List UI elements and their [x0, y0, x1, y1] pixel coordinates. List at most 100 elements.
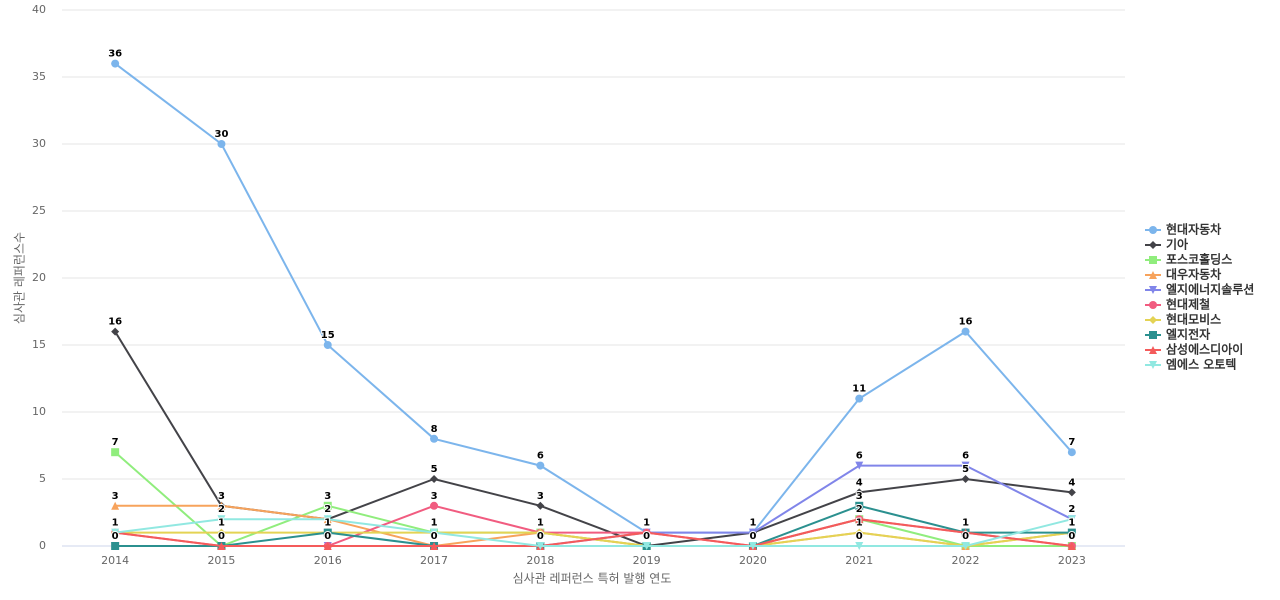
- marker: [1067, 515, 1076, 524]
- series-line: [115, 518, 1072, 548]
- marker: [217, 140, 226, 148]
- data-label: 3: [856, 491, 863, 502]
- data-label: 0: [962, 531, 969, 542]
- data-label: 15: [321, 330, 335, 341]
- data-label: 36: [108, 49, 122, 60]
- data-label: 1: [112, 518, 119, 529]
- marker: [323, 341, 332, 349]
- marker: [217, 501, 226, 510]
- data-label: 5: [962, 464, 969, 475]
- data-label: 2: [218, 504, 225, 515]
- data-label: 2: [856, 504, 863, 515]
- x-tick-label: 2017: [420, 554, 448, 567]
- data-label: 1: [324, 518, 331, 529]
- data-label: 0: [431, 531, 438, 542]
- legend-label: 삼성에스디아이: [1166, 342, 1243, 357]
- series-line: [114, 62, 1073, 534]
- marker: [748, 542, 757, 550]
- marker: [430, 475, 439, 483]
- marker: [1149, 346, 1157, 354]
- marker: [642, 542, 651, 550]
- marker: [1067, 528, 1076, 537]
- y-tick-label: 20: [32, 271, 46, 284]
- data-label: 3: [324, 491, 331, 502]
- marker: [430, 434, 439, 443]
- data-label: 1: [431, 518, 438, 529]
- marker: [111, 501, 120, 510]
- data-label: 0: [324, 531, 331, 542]
- marker: [855, 542, 864, 550]
- data-label: 6: [962, 451, 969, 462]
- y-tick-label: 5: [39, 472, 46, 485]
- marker: [536, 542, 545, 550]
- data-label: 4: [856, 477, 863, 488]
- y-tick-label: 40: [32, 3, 46, 16]
- data-label: 0: [112, 531, 119, 542]
- x-tick-label: 2019: [633, 554, 661, 567]
- legend-item: 대우자동차: [1145, 267, 1221, 282]
- x-tick-label: 2014: [101, 554, 129, 567]
- data-label: 1: [218, 518, 225, 529]
- data-label: 3: [537, 491, 544, 502]
- marker: [430, 542, 439, 550]
- legend-item: 엠에스 오토텍: [1145, 357, 1236, 372]
- legend-item: 현대제철: [1145, 297, 1210, 312]
- data-label: 4: [1068, 477, 1075, 488]
- legend-label: 현대자동차: [1166, 222, 1221, 237]
- marker: [855, 515, 864, 524]
- marker: [323, 528, 332, 537]
- data-label: 6: [537, 451, 544, 462]
- data-label: 1: [1068, 518, 1075, 529]
- data-label: 2: [1068, 504, 1075, 515]
- data-label: 3: [112, 491, 119, 502]
- data-label: 0: [749, 531, 756, 542]
- data-label: 3: [431, 491, 438, 502]
- series-line: [114, 331, 1072, 548]
- marker: [1067, 488, 1076, 497]
- legend-item: 기아: [1145, 237, 1188, 252]
- marker: [111, 448, 120, 457]
- data-label: 11: [852, 384, 866, 395]
- marker: [855, 488, 864, 497]
- marker: [217, 515, 226, 524]
- marker: [855, 394, 864, 403]
- legend-label: 엠에스 오토텍: [1166, 357, 1236, 372]
- x-tick-label: 2016: [314, 554, 342, 567]
- y-tick-label: 35: [32, 70, 46, 83]
- marker: [111, 528, 120, 537]
- legend-label: 현대모비스: [1166, 312, 1221, 327]
- x-tick-label: 2020: [739, 554, 767, 567]
- x-axis-label: 심사관 레퍼런스 특허 발행 연도: [513, 571, 672, 586]
- legend-item: 삼성에스디아이: [1145, 342, 1243, 357]
- series: [111, 59, 1076, 537]
- legend-item: 엘지전자: [1145, 327, 1210, 342]
- data-label: 7: [112, 437, 119, 448]
- legend-label: 포스코홀딩스: [1166, 252, 1232, 267]
- y-axis-label: 심사관 레퍼런스수: [13, 232, 27, 324]
- data-label: 6: [856, 451, 863, 462]
- marker: [323, 542, 332, 550]
- series: [111, 515, 1076, 550]
- marker: [323, 515, 332, 524]
- legend-label: 엘지전자: [1166, 327, 1210, 342]
- marker: [1149, 226, 1157, 234]
- x-tick-label: 2023: [1058, 554, 1086, 567]
- legend-label: 현대제철: [1166, 297, 1210, 312]
- marker: [961, 327, 970, 336]
- marker: [961, 528, 970, 537]
- marker: [748, 528, 757, 537]
- series-line: [115, 518, 1073, 547]
- marker: [1149, 271, 1157, 279]
- marker: [1149, 316, 1157, 324]
- marker: [961, 542, 970, 550]
- data-label: 3: [218, 491, 225, 502]
- marker: [536, 461, 545, 470]
- legend-item: 엘지에너지솔루션: [1145, 282, 1254, 297]
- data-label: 1: [856, 518, 863, 529]
- data-label: 0: [856, 531, 863, 542]
- marker: [961, 475, 970, 483]
- marker: [1149, 256, 1157, 264]
- series: [111, 327, 1076, 550]
- y-tick-label: 10: [32, 405, 46, 418]
